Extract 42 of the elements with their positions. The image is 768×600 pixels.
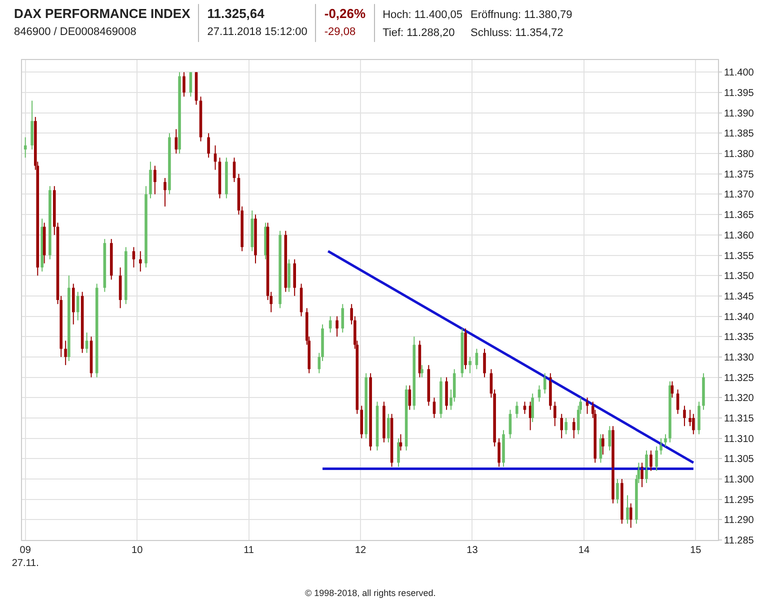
text: 27.11.2018 15:12:00 [207,25,308,40]
text: Schluss: 11.354,72 [470,26,564,40]
y-tick-label: 11.320 [724,393,754,404]
y-tick-label: 11.385 [724,128,754,140]
text: Hoch: 11.400,05 [382,8,462,23]
y-tick-label: 11.345 [724,291,754,302]
y-tick-label: 11.375 [724,169,754,180]
y-tick-label: 11.350 [724,271,754,282]
y-tick-label: 11.290 [724,515,754,526]
y-tick-label: 11.335 [724,332,754,344]
chart-title: DAX PERFORMANCE INDEX [14,5,190,23]
x-tick-label: 10 [132,545,144,556]
y-tick-label: 11.380 [724,149,754,160]
text: -29,08 [324,25,357,40]
text: © 1998-2018, all rights reserved. [305,588,436,598]
y-tick-label: 11.315 [724,413,754,424]
text: -0,26% [324,5,366,23]
y-tick-label: 11.305 [724,454,754,466]
x-tick-label: 15 [690,545,702,556]
x-tick-label: 13 [466,545,478,556]
text: Eröffnung: 11.380,79 [470,8,572,23]
y-tick-label: 11.390 [724,108,754,120]
y-tick-label: 11.285 [724,536,754,546]
y-tick-label: 11.370 [724,190,754,201]
y-tick-label: 11.400 [724,68,754,79]
x-tick-label: 09 27.11. [12,545,39,569]
y-tick-label: 11.360 [724,230,754,242]
y-tick-label: 11.365 [724,210,754,222]
text: Tief: 11.288,20 [382,26,456,40]
y-tick-label: 11.325 [724,372,754,384]
y-tick-label: 11.310 [724,434,754,445]
text: 11.325,64 [207,5,266,23]
y-tick-label: 11.330 [724,352,754,364]
y-tick-label: 11.355 [724,250,754,262]
y-tick-label: 11.340 [724,312,754,323]
y-tick-label: 11.295 [724,494,754,506]
y-tick-label: 11.395 [724,88,754,100]
y-tick-label: 11.300 [724,474,754,486]
x-tick-label: 12 [354,545,366,556]
x-tick-label: 14 [578,545,590,556]
x-tick-label: 11 [244,545,254,556]
chart-subtitle: 846900 / DE0008469008 [14,25,138,40]
